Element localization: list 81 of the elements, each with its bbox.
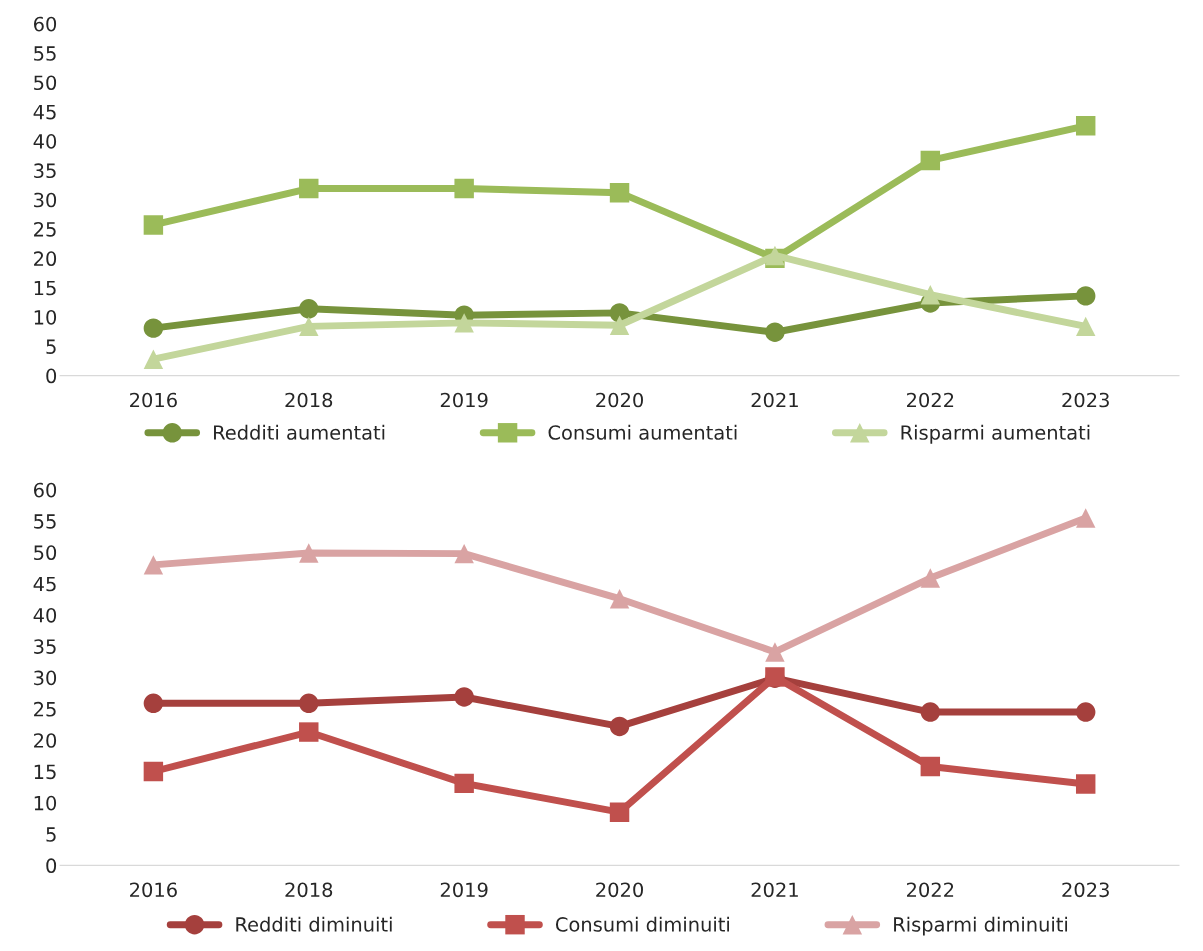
y-tick-label: 30	[34, 192, 57, 208]
y-tick-label: 40	[33, 607, 57, 623]
point	[1075, 316, 1096, 337]
point	[920, 150, 941, 171]
x-tick-label: 2020	[596, 392, 643, 408]
y-tick-label: 15	[34, 280, 56, 296]
x-tick-label: 2022	[907, 392, 954, 408]
point	[609, 716, 630, 737]
x-tick-label: 2023	[1062, 882, 1109, 898]
x-tick-label: 2019	[440, 392, 488, 408]
point	[1075, 286, 1096, 306]
point	[609, 802, 630, 822]
y-tick-label: 55	[34, 46, 56, 61]
point	[454, 543, 474, 564]
point	[143, 215, 164, 235]
y-tick-label: 60	[33, 16, 57, 32]
y-tick-label: 40	[33, 134, 57, 149]
point	[1075, 774, 1096, 794]
y-tick-label: 10	[34, 795, 57, 811]
point	[609, 182, 630, 203]
point	[920, 702, 941, 722]
y-tick-label: 25	[34, 701, 56, 717]
y-tick-label: 20	[34, 733, 57, 748]
y-tick-label: 25	[34, 221, 56, 237]
legend-label: Redditi aumentati	[214, 424, 385, 440]
x-tick-label: 2018	[285, 882, 333, 898]
point	[1075, 116, 1096, 136]
y-tick-label: 50	[34, 545, 57, 561]
y-tick-label: 55	[34, 514, 56, 529]
point	[454, 178, 474, 199]
x-tick-label: 2016	[130, 392, 177, 408]
y-tick-label: 45	[33, 104, 56, 120]
point	[920, 284, 941, 305]
y-tick-label: 15	[34, 764, 56, 780]
point	[299, 693, 319, 713]
y-tick-label: 10	[34, 309, 57, 325]
y-tick-label: 0	[46, 858, 57, 874]
point	[299, 316, 319, 337]
point	[143, 761, 164, 782]
legend-label: Risparmi diminuiti	[894, 916, 1068, 936]
point	[299, 722, 319, 742]
y-tick-label: 30	[34, 670, 57, 686]
y-tick-label: 5	[46, 827, 56, 842]
x-tick-label: 2020	[596, 882, 643, 898]
point	[299, 178, 319, 199]
y-tick-label: 35	[34, 163, 56, 179]
legend-label: Consumi diminuiti	[555, 916, 729, 932]
point	[609, 315, 630, 335]
point	[454, 313, 474, 333]
point	[920, 568, 941, 588]
y-tick-label: 45	[33, 576, 56, 592]
point	[299, 299, 319, 319]
point	[454, 687, 474, 707]
legend-label: Risparmi aumentati	[901, 424, 1090, 444]
y-tick-label: 5	[46, 339, 56, 354]
point	[143, 693, 164, 713]
x-tick-label: 2019	[440, 882, 488, 898]
point	[143, 555, 164, 575]
point	[143, 318, 164, 338]
y-tick-label: 50	[34, 75, 57, 91]
point	[1075, 702, 1096, 722]
point	[454, 773, 474, 794]
point	[609, 588, 630, 609]
x-tick-label: 2023	[1062, 392, 1109, 408]
x-tick-label: 2021	[751, 882, 798, 898]
x-tick-label: 2022	[907, 882, 954, 898]
legend-label: Consumi aumentati	[548, 424, 737, 440]
x-tick-label: 2021	[751, 392, 798, 408]
y-tick-label: 20	[34, 251, 57, 267]
point	[299, 543, 319, 563]
point	[765, 642, 785, 662]
point	[765, 322, 785, 342]
y-tick-label: 60	[33, 482, 57, 498]
y-tick-label: 0	[46, 368, 57, 384]
legend-label: Redditi diminuiti	[236, 916, 392, 932]
point	[1075, 508, 1096, 528]
y-tick-label: 35	[34, 639, 56, 654]
point	[143, 349, 164, 369]
x-tick-label: 2016	[130, 882, 177, 898]
x-tick-label: 2018	[285, 392, 333, 408]
point	[920, 756, 941, 777]
